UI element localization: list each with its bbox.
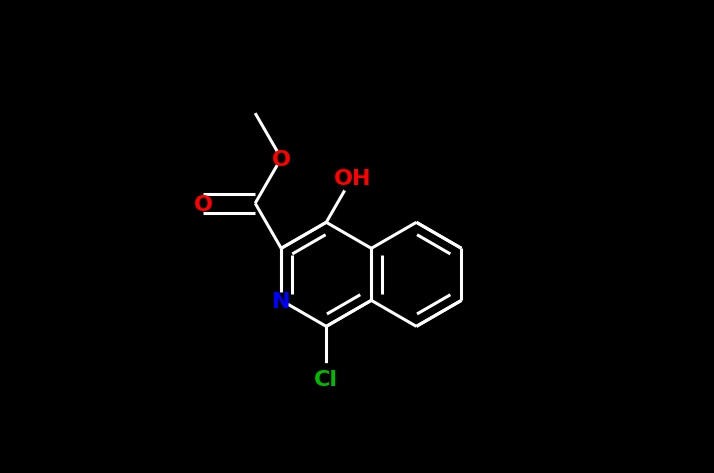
Circle shape <box>312 364 341 393</box>
Circle shape <box>196 196 211 210</box>
Circle shape <box>338 163 367 192</box>
Text: O: O <box>272 150 291 170</box>
Text: Cl: Cl <box>314 370 338 390</box>
Text: OH: OH <box>333 169 371 189</box>
Circle shape <box>274 151 288 166</box>
Text: N: N <box>272 292 291 312</box>
Text: O: O <box>193 195 213 215</box>
Circle shape <box>274 293 288 307</box>
